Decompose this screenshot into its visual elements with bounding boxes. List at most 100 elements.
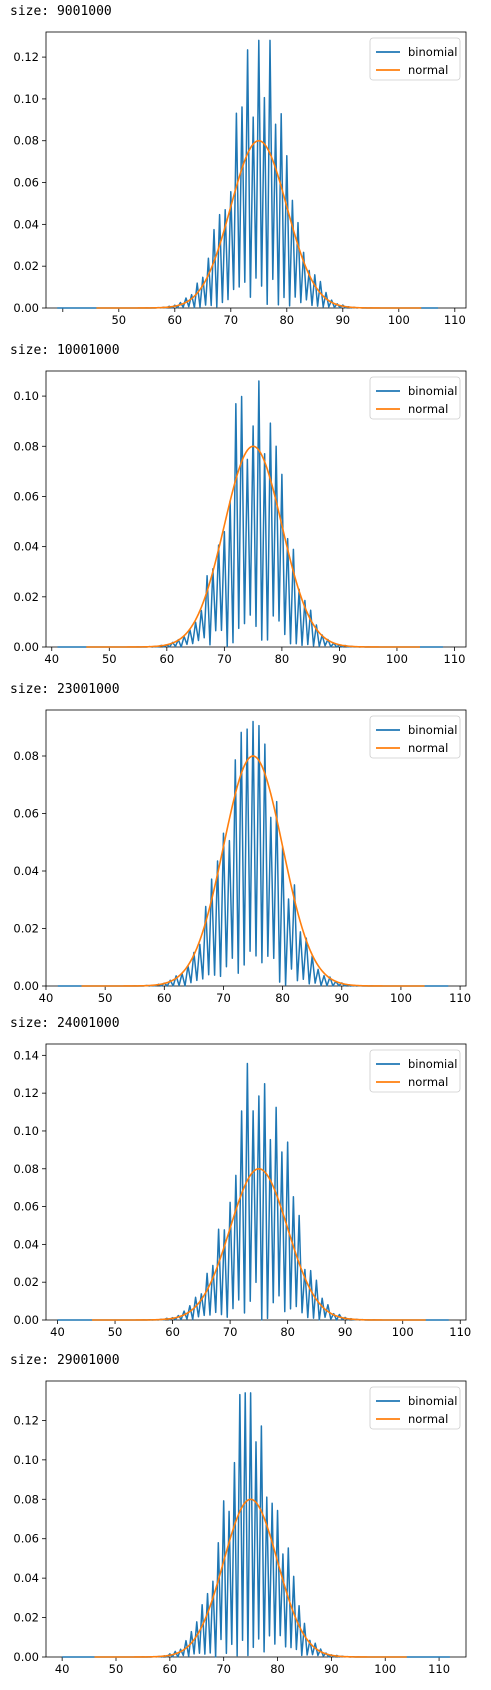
legend-label-normal: normal <box>408 402 448 416</box>
chart-caption: size: 29001000 <box>10 1353 120 1368</box>
y-tick-label: 0.12 <box>13 50 39 64</box>
x-tick-label: 110 <box>444 652 466 666</box>
x-tick-label: 110 <box>449 1325 471 1339</box>
y-tick-label: 0.14 <box>13 1048 39 1062</box>
chart-size-29001000: 40 50 60 70 80 90 100 110 0.00 0.02 0.04 0.06 0.08 0.… <box>13 1380 467 1676</box>
y-tick-label: 0.06 <box>13 176 39 190</box>
y-tick-label: 0.00 <box>13 1650 39 1664</box>
x-tick-label: 40 <box>44 652 59 666</box>
x-tick-label: 110 <box>449 991 471 1005</box>
legend: binomial normal <box>369 715 461 759</box>
y-tick-label: 0.08 <box>13 439 39 453</box>
series-binomial-line <box>57 720 449 987</box>
legend-label-binomial: binomial <box>408 45 457 59</box>
legend-label-normal: normal <box>408 1075 448 1089</box>
y-tick-label: 0.10 <box>13 1124 39 1138</box>
x-tick-label: 90 <box>324 1662 339 1676</box>
y-tick-label: 0.04 <box>13 540 39 554</box>
series-binomial-line <box>57 39 438 309</box>
plot-frame <box>45 1043 467 1321</box>
plot-frame <box>45 31 467 309</box>
series-binomial-line <box>57 380 443 648</box>
x-tick-label: 80 <box>280 1325 295 1339</box>
legend-label-normal: normal <box>408 1412 448 1426</box>
chart-caption: size: 10001000 <box>10 343 120 358</box>
x-tick-label: 100 <box>390 991 412 1005</box>
x-tick-label: 100 <box>374 1662 396 1676</box>
y-tick-label: 0.12 <box>13 1413 39 1427</box>
chart-size-10001000: 40 50 60 70 80 90 100 110 0.00 0.02 0.04 0.06 0.08 0.… <box>13 370 467 666</box>
x-tick-label: 60 <box>165 1325 180 1339</box>
y-tick-label: 0.06 <box>13 807 39 821</box>
x-tick-label: 60 <box>160 652 175 666</box>
legend-label-normal: normal <box>408 63 448 77</box>
y-tick-label: 0.02 <box>13 1275 39 1289</box>
legend-label-binomial: binomial <box>408 1057 457 1071</box>
series-binomial-line <box>62 1392 450 1658</box>
y-tick-label: 0.00 <box>13 1313 39 1327</box>
y-tick-label: 0.06 <box>13 1532 39 1546</box>
x-tick-label: 110 <box>444 313 466 327</box>
y-tick-label: 0.10 <box>13 389 39 403</box>
x-tick-label: 80 <box>279 313 294 327</box>
series-normal-line <box>86 445 420 648</box>
y-tick-label: 0.04 <box>13 1237 39 1251</box>
chart-caption: size: 23001000 <box>10 682 120 697</box>
y-tick-label: 0.06 <box>13 1200 39 1214</box>
x-tick-label: 100 <box>392 1325 414 1339</box>
legend: binomial normal <box>369 37 461 81</box>
y-tick-label: 0.12 <box>13 1086 39 1100</box>
chart-size-23001000: 40 50 60 70 80 90 100 110 0.00 0.02 0.04 0.06 0.08 b… <box>13 709 471 1005</box>
legend-label-normal: normal <box>408 741 448 755</box>
y-tick-label: 0.02 <box>13 1611 39 1625</box>
legend-label-binomial: binomial <box>408 384 457 398</box>
x-tick-label: 80 <box>275 652 290 666</box>
x-tick-label: 40 <box>55 1662 70 1676</box>
x-tick-label: 60 <box>167 313 182 327</box>
legend-label-binomial: binomial <box>408 723 457 737</box>
y-tick-label: 0.10 <box>13 92 39 106</box>
y-tick-label: 0.08 <box>13 134 39 148</box>
y-tick-label: 0.10 <box>13 1453 39 1467</box>
legend: binomial normal <box>369 376 461 420</box>
y-tick-label: 0.02 <box>13 922 39 936</box>
y-tick-label: 0.00 <box>13 640 39 654</box>
plot-frame <box>45 1380 467 1658</box>
x-tick-label: 100 <box>386 652 408 666</box>
y-tick-label: 0.04 <box>13 1571 39 1585</box>
y-tick-label: 0.04 <box>13 864 39 878</box>
x-tick-label: 40 <box>50 1325 65 1339</box>
x-tick-label: 60 <box>163 1662 178 1676</box>
plot-frame <box>45 709 467 987</box>
x-tick-label: 90 <box>334 991 349 1005</box>
x-tick-label: 60 <box>157 991 172 1005</box>
x-tick-label: 90 <box>338 1325 353 1339</box>
y-tick-label: 0.02 <box>13 590 39 604</box>
x-tick-label: 80 <box>270 1662 285 1676</box>
x-tick-label: 110 <box>428 1662 450 1676</box>
y-tick-label: 0.00 <box>13 979 39 993</box>
y-tick-label: 0.08 <box>13 1162 39 1176</box>
chart-size-24001000: 40 50 60 70 80 90 100 110 0.00 0.02 0.04 0.06 0.08 0.… <box>13 1043 471 1339</box>
x-tick-label: 50 <box>109 1662 124 1676</box>
y-tick-label: 0.08 <box>13 749 39 763</box>
legend: binomial normal <box>369 1386 461 1430</box>
x-tick-label: 50 <box>108 1325 123 1339</box>
legend-label-binomial: binomial <box>408 1394 457 1408</box>
x-tick-label: 40 <box>39 991 54 1005</box>
x-tick-label: 50 <box>111 313 126 327</box>
plot-frame <box>45 370 467 648</box>
x-tick-label: 70 <box>217 652 232 666</box>
x-tick-label: 70 <box>216 991 231 1005</box>
series-normal-line <box>96 139 422 309</box>
y-tick-label: 0.00 <box>13 301 39 315</box>
series-normal-line <box>92 1167 426 1321</box>
x-tick-label: 80 <box>275 991 290 1005</box>
chart-caption: size: 9001000 <box>10 4 112 19</box>
x-tick-label: 90 <box>332 652 347 666</box>
y-tick-label: 0.06 <box>13 489 39 503</box>
y-tick-label: 0.04 <box>13 217 39 231</box>
legend: binomial normal <box>369 1049 461 1093</box>
y-tick-label: 0.08 <box>13 1492 39 1506</box>
series-normal-line <box>81 755 425 987</box>
